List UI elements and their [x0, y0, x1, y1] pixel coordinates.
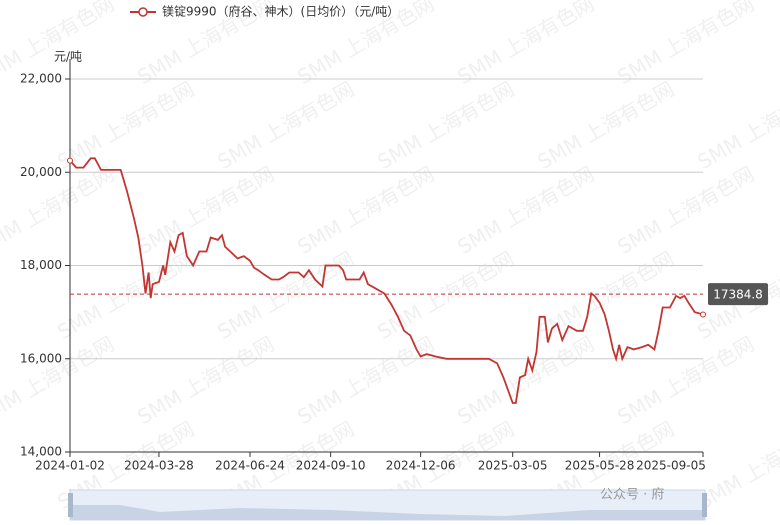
watermark: SMM 上海有色网	[293, 332, 438, 430]
watermark: SMM 上海有色网	[133, 332, 278, 430]
mark-label-bg	[708, 283, 768, 306]
y-tick-label: 18,000	[20, 258, 62, 272]
x-tick-label: 2024-06-24	[215, 459, 285, 473]
mark-label: 17384.8	[713, 288, 763, 302]
watermark: SMM 上海有色网	[533, 247, 678, 345]
watermark: SMM 上海有色网	[53, 247, 198, 345]
watermark: SMM 上海有色网	[53, 77, 198, 175]
watermark: SMM 上海有色网	[373, 247, 518, 345]
zoom-preview	[70, 505, 705, 520]
y-axis-label: 元/吨	[54, 50, 82, 64]
watermark: SMM 上海有色网	[453, 332, 598, 430]
point	[67, 157, 73, 164]
x-tick-label: 2024-03-28	[124, 459, 194, 473]
watermark: SMM 上海有色网	[613, 332, 758, 430]
watermark: SMM 上海有色网	[613, 162, 758, 260]
x-tick-label: 2025-05-28	[565, 459, 635, 473]
watermark: SMM 上海有色网	[613, 0, 758, 89]
price-line	[69, 157, 704, 404]
y-tick-label: 22,000	[20, 72, 62, 86]
watermark: SMM 上海有色网	[693, 77, 780, 175]
legend-symbol	[138, 7, 148, 17]
y-tick-label: 14,000	[20, 445, 62, 459]
zoom-handle[interactable]	[702, 493, 707, 517]
legend-label[interactable]: 镁锭9990（府谷、神木）(日均价）（元/吨）	[162, 4, 399, 19]
zoom-handle[interactable]	[68, 493, 73, 517]
watermark: SMM 上海有色网	[373, 77, 518, 175]
watermark: SMM 上海有色网	[453, 162, 598, 260]
watermark: SMM 上海有色网	[533, 77, 678, 175]
watermarks: SMM 上海有色网 SMM 上海有色网 SMM 上海有色网 SMM 上海有色网 SMM …	[0, 0, 780, 514]
watermark: SMM 上海有色网	[213, 77, 358, 175]
y-tick-label: 16,000	[20, 351, 62, 365]
x-tick-label: 2024-01-02	[35, 459, 105, 473]
wechat-watermark: 公众号 · 府	[600, 488, 664, 503]
watermark: SMM 上海有色网	[133, 162, 278, 260]
watermark: SMM 上海有色网	[453, 0, 598, 89]
y-tick-label: 20,000	[20, 165, 62, 179]
watermark: SMM 上海有色网	[213, 247, 358, 345]
watermark: SMM 上海有色网	[293, 162, 438, 260]
x-tick-label: 2025-03-05	[478, 459, 548, 473]
x-tick-label: 2024-12-06	[386, 459, 456, 473]
x-tick-label: 2025-09-05	[636, 459, 706, 473]
watermark: SMM 上海有色网	[0, 332, 118, 430]
point	[700, 311, 706, 318]
x-tick-label: 2024-09-10	[296, 459, 366, 473]
data-zoom[interactable]	[68, 489, 707, 521]
